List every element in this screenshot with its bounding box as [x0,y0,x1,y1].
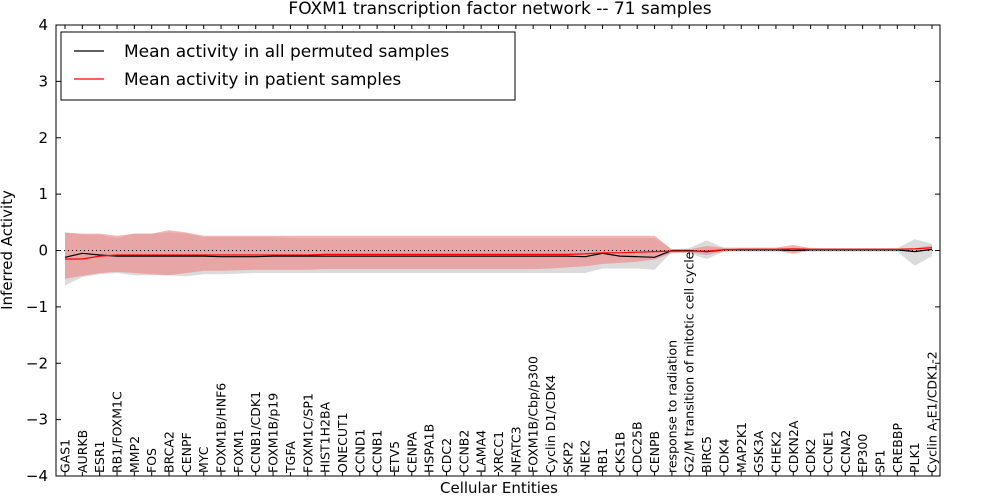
x-tick-label: FOXM1C/SP1 [300,393,315,473]
x-tick-label: CCNA2 [838,430,853,473]
x-tick-label: CDC25B [630,421,645,473]
x-tick-label: SKP2 [560,441,575,473]
legend-label-permuted: Mean activity in all permuted samples [124,42,449,62]
x-tick-label: CDK2 [803,438,818,473]
x-tick-label: GAS1 [58,439,73,473]
y-tick-label: −3 [26,411,48,429]
x-tick-label: FOXM1B/HNF6 [214,383,229,473]
x-tick-label: CCNE1 [821,430,836,473]
x-tick-label: ETV5 [387,441,402,473]
x-tick-label: RB1 [595,448,610,473]
x-tick-label: Cyclin D1/CDK4 [543,375,558,473]
x-tick-label: FOS [144,448,159,473]
x-tick-label: NEK2 [578,440,593,473]
x-tick-label: HIST1H2BA [318,401,333,473]
y-tick-label: 1 [38,185,48,203]
x-tick-label: CENPF [179,432,194,473]
x-tick-label: LAMA4 [474,430,489,473]
x-tick-label: SP1 [873,450,888,473]
x-tick-label: CDKN2A [786,420,801,473]
x-tick-label: NFATC3 [508,426,523,473]
x-tick-label: CDC2 [439,438,454,473]
series-lines [64,247,933,260]
x-tick-label: GSK3A [751,430,766,473]
x-tick-label: EP300 [855,434,870,473]
line-permuted [64,248,933,258]
y-tick-label: 4 [38,16,48,34]
x-tick-label: CCNB1 [370,430,385,473]
x-tick-label: CKS1B [612,432,627,473]
x-tick-label: FOXM1 [231,429,246,473]
chart-title: FOXM1 transcription factor network -- 71… [288,0,711,19]
x-tick-label: BRCA2 [162,431,177,473]
x-tick-label: XRCC1 [491,431,506,473]
x-tick-label: MAP2K1 [734,422,749,473]
x-tick-label: CCNB1/CDK1 [248,391,263,473]
legend-label-patient: Mean activity in patient samples [124,70,401,90]
x-tick-label: RB1/FOXM1C [110,391,125,473]
x-tick-label: response to radiation [664,340,679,473]
y-axis: 4 3 2 1 0 −1 −2 −3 −4 [26,16,940,485]
y-tick-label: −1 [26,298,48,316]
x-tick-label: TGFA [283,441,298,474]
x-tick-label: BIRC5 [699,436,714,473]
x-tick-label: CCND1 [352,429,367,473]
x-tick-label: ESR1 [92,441,107,473]
confidence-bands [65,230,932,286]
x-axis: GAS1 AURKB ESR1 RB1/FOXM1C MMP2 FOS BRCA2 CENPF… [58,25,940,476]
x-tick-label: CENPB [647,431,662,473]
legend: Mean activity in all permuted samples Me… [60,31,516,101]
y-tick-label: −2 [26,354,48,372]
x-tick-label: CHEK2 [768,431,783,473]
line-patient [65,247,933,260]
y-tick-label: 2 [38,129,48,147]
x-tick-label: HSPA1B [422,424,437,473]
x-tick-label: CENPA [404,431,419,473]
x-tick-label: MYC [196,446,211,473]
x-tick-label: ONECUT1 [335,412,350,473]
y-tick-label: −4 [26,467,48,485]
y-tick-label: 0 [38,242,48,260]
x-axis-label: Cellular Entities [440,479,558,497]
y-tick-label: 3 [38,72,48,90]
x-tick-label: G2/M transition of mitotic cell cycle [682,251,697,473]
x-tick-label: Cyclin A-E1/CDK1-2 [925,351,940,473]
x-tick-label: MMP2 [127,436,142,473]
x-tick-label: CDK4 [716,438,731,473]
x-tick-label: PLK1 [907,442,922,473]
x-tick-label: CREBBP [890,423,905,473]
x-tick-label: CCNB2 [456,430,471,473]
y-axis-label: Inferred Activity [0,190,16,310]
x-tick-label: FOXM1B/p19 [266,393,281,473]
x-tick-label: AURKB [75,430,90,473]
x-tick-label: FOXM1B/Cbp/p300 [526,356,541,473]
legend-box [60,31,516,101]
